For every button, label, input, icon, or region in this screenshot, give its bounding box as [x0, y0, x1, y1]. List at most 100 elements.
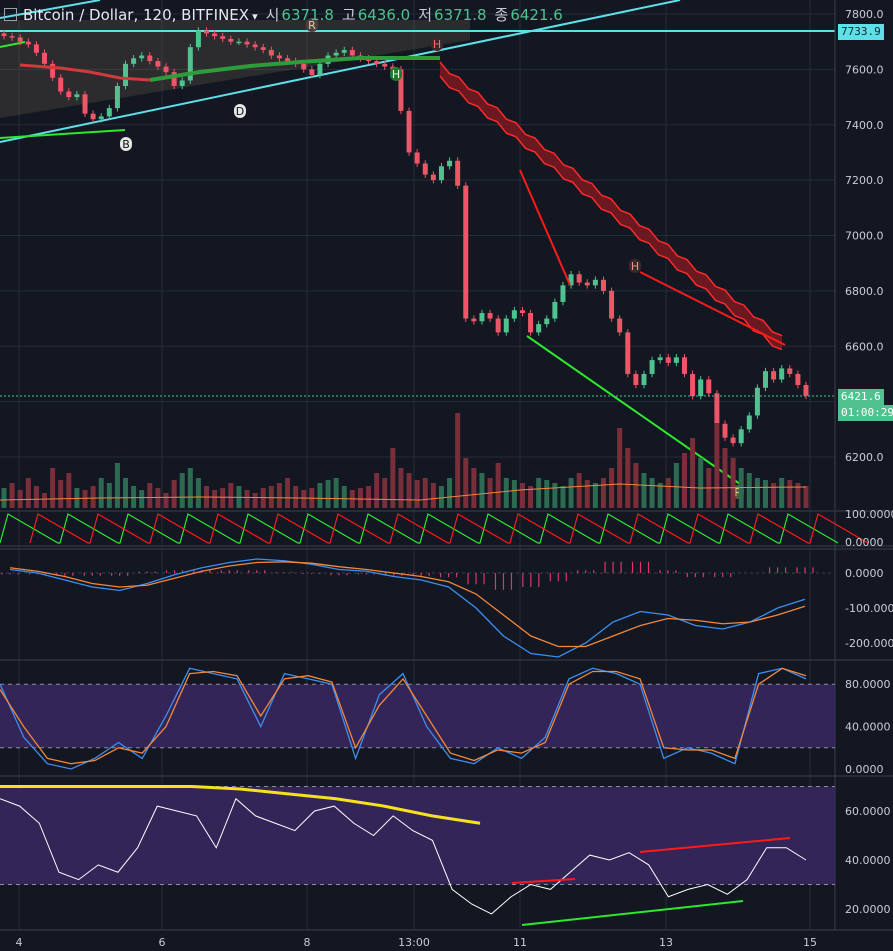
candle-body: [738, 429, 744, 444]
price-pane: B D R H H H R: [0, 0, 835, 499]
volume-bar: [479, 473, 485, 508]
candle-body: [487, 313, 493, 319]
collapse-icon[interactable]: [4, 8, 17, 21]
volume-bar: [131, 486, 137, 508]
pattern-label-badge: [431, 37, 443, 51]
volume-bar: [495, 463, 501, 508]
volume-bar: [714, 423, 720, 508]
volume-bar: [754, 478, 760, 508]
volume-bar: [155, 488, 161, 508]
volume-bar: [665, 478, 671, 508]
candle-body: [430, 174, 436, 181]
signal-line: [9, 561, 806, 648]
volume-bar: [90, 486, 96, 508]
pattern-line-red-1: [519, 169, 571, 286]
cloud-lower-edge: [439, 75, 783, 351]
candle-body: [617, 318, 623, 333]
candle-body: [665, 357, 671, 363]
volume-bar: [560, 486, 566, 508]
rsi-axis-label: 60.0000: [845, 805, 891, 818]
volume-bar: [536, 478, 542, 508]
candle-body: [503, 318, 509, 333]
symbol-label[interactable]: Bitcoin / Dollar, 120, BITFINEX: [23, 6, 250, 24]
candle-body: [762, 371, 768, 388]
time-axis-label: 13: [659, 936, 673, 949]
candle-body: [714, 393, 720, 424]
candle-body: [568, 274, 574, 286]
candle-body: [187, 47, 193, 81]
volume-bar: [617, 428, 623, 508]
candle-body: [195, 30, 201, 48]
candle-body: [706, 379, 712, 394]
macd-axis-label: -100.0000: [845, 602, 893, 615]
countdown-tag: 01:00:29: [838, 405, 893, 421]
candle-body: [204, 30, 210, 34]
volume-bar: [762, 480, 768, 508]
pattern-label: R: [734, 486, 742, 499]
rsi-axis-label: 40.0000: [845, 854, 891, 867]
candle-body: [220, 36, 226, 39]
candle-body: [123, 63, 129, 86]
volume-bar: [584, 480, 590, 508]
stoch-band: [0, 684, 835, 748]
chevron-down-icon[interactable]: ▾: [252, 10, 258, 23]
volume-bar: [285, 478, 291, 508]
candle-body: [98, 116, 104, 120]
volume-bar: [357, 488, 363, 508]
price-axis-label: 6600.0: [845, 340, 884, 353]
candle-body: [139, 55, 145, 59]
pattern-label-badge: [234, 104, 246, 118]
candle-body: [787, 368, 793, 374]
time-axis-label: 8: [304, 936, 311, 949]
candle-body: [771, 371, 777, 380]
candle-body: [447, 160, 453, 167]
candle-body: [795, 373, 801, 386]
volume-bar: [673, 463, 679, 508]
volume-bar: [114, 463, 120, 508]
candle-body: [90, 113, 96, 120]
candle-body: [609, 290, 615, 319]
candle-body: [179, 80, 185, 86]
candle-body: [584, 282, 590, 286]
candle-body: [236, 41, 242, 44]
rsi-divergence-green: [521, 900, 744, 926]
pattern-label: D: [236, 105, 244, 118]
price-axis-label: 7400.0: [845, 119, 884, 132]
close-value: 6421.6: [510, 6, 563, 24]
volume-bar: [212, 490, 218, 508]
last-price-tag: 6421.6: [838, 389, 884, 405]
candle-body: [511, 310, 517, 319]
pattern-label-badge: [306, 18, 318, 32]
candle-body: [301, 63, 307, 70]
open-value: 6371.8: [281, 6, 334, 24]
volume-bar: [681, 453, 687, 508]
volume-bar: [366, 486, 372, 508]
volume-bar: [382, 478, 388, 508]
cycle-axis-label: 100.0000: [845, 508, 893, 521]
rsi-line: [0, 797, 807, 915]
candle-body: [74, 94, 80, 98]
candle-body: [414, 152, 420, 164]
candle-body: [212, 33, 218, 37]
macd-pane: [0, 558, 835, 658]
volume-bar: [33, 486, 39, 508]
price-axis-label: 6800.0: [845, 285, 884, 298]
candle-body: [681, 357, 687, 374]
candle-body: [544, 318, 550, 325]
candle-body: [803, 385, 809, 396]
candle-body: [147, 55, 153, 62]
green-ma: [149, 56, 440, 82]
candle-body: [438, 166, 444, 181]
candle-body: [333, 52, 339, 56]
time-axis-label: 11: [513, 936, 527, 949]
candle-body: [657, 357, 663, 361]
pattern-label-badge: [629, 259, 641, 273]
candle-body: [690, 373, 696, 397]
volume-pane: [0, 413, 809, 508]
rsi-divergence-red-1: [511, 878, 576, 884]
rsi-ma-line: [0, 785, 481, 825]
cycle-wave: [0, 513, 839, 544]
volume-bar: [82, 490, 88, 508]
rsi-pane: [0, 785, 835, 926]
